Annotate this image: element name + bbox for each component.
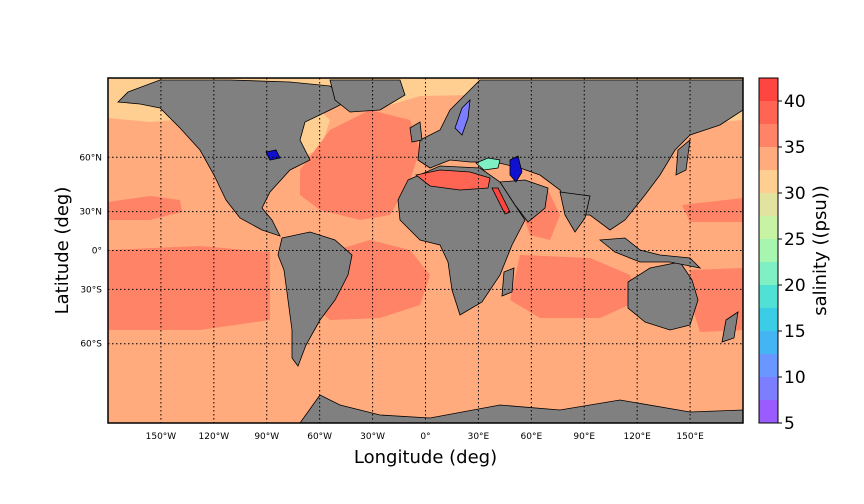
colorbar-tick-label: 25: [784, 230, 806, 250]
antarctica: [299, 394, 743, 423]
colorbar-segment: [759, 262, 778, 285]
map-frame: [107, 77, 744, 424]
x-axis-label: Longitude (deg): [354, 447, 497, 468]
longitude-tick-label: 0°: [420, 432, 430, 442]
colorbar-segment: [759, 101, 778, 124]
land-masses: [117, 79, 743, 423]
colorbar-segment: [759, 216, 778, 239]
longitude-tick-label: 150°E: [676, 432, 704, 442]
maritime-continent: [598, 237, 702, 269]
enclosed-seas: [265, 98, 523, 215]
colorbar-tick-label: 15: [784, 322, 806, 342]
caspian-sea: [509, 155, 523, 183]
salty-south-pacific-gyre: [108, 246, 270, 330]
uk: [409, 121, 423, 143]
longitude-tick-label: 120°W: [199, 432, 230, 442]
latitude-tick-label: 30°N: [79, 208, 102, 218]
colorbar-tick-labels: 5 10 15 20 25 30 35 40: [778, 92, 806, 434]
black-sea: [475, 157, 501, 171]
longitude-tick-label: 150°W: [146, 432, 177, 442]
colorbar-tick-label: 35: [784, 138, 806, 158]
salty-north-pacific-patch: [108, 196, 182, 220]
colorbar-segment: [759, 331, 778, 354]
colorbar-segment: [759, 147, 778, 170]
longitude-tick-label: 30°E: [468, 432, 490, 442]
salty-north-atlantic-gyre: [300, 110, 420, 220]
colorbar-frame: [758, 77, 779, 424]
longitude-tick-label: 60°E: [521, 432, 543, 442]
latitude-tick-label: 0°: [92, 247, 102, 257]
latitude-tick-label: 60°S: [80, 340, 102, 350]
colorbar-tick-label: 5: [784, 414, 795, 434]
latitude-tick-labels: 60°N 30°N 0° 30°S 60°S: [79, 153, 102, 349]
colorbar-segment: [759, 285, 778, 308]
colorbar: [759, 78, 778, 423]
longitude-tick-label: 30°W: [360, 432, 385, 442]
colorbar-tick-label: 10: [784, 368, 806, 388]
new-zealand: [721, 311, 739, 343]
longitude-tick-label: 120°E: [623, 432, 651, 442]
colorbar-segment: [759, 170, 778, 193]
latitude-tick-label: 30°S: [80, 285, 102, 295]
longitude-tick-label: 60°W: [307, 432, 332, 442]
colorbar-label: salinity ((psu)): [810, 185, 831, 316]
africa: [397, 165, 526, 316]
longitude-tick-labels: 150°W 120°W 90°W 60°W 30°W 0° 30°E 60°E 90°E 120°…: [146, 432, 704, 442]
salty-tasman: [690, 268, 743, 332]
australia: [627, 261, 699, 331]
madagascar: [501, 267, 515, 297]
greenland: [329, 79, 406, 113]
south-america: [277, 231, 353, 367]
colorbar-tick-label: 30: [784, 184, 806, 204]
mediterranean-sea: [415, 169, 491, 191]
colorbar-segment: [759, 78, 778, 101]
colorbar-segment: [759, 354, 778, 377]
red-sea: [491, 187, 511, 215]
baltic-sea: [454, 98, 471, 136]
colorbar-segment: [759, 193, 778, 216]
colorbar-segment: [759, 400, 778, 423]
salty-indian-gyre: [510, 255, 640, 318]
y-axis-label: Latitude (deg): [52, 187, 73, 315]
colorbar-segment: [759, 308, 778, 331]
longitude-tick-label: 90°E: [573, 432, 595, 442]
colorbar-tick-label: 20: [784, 276, 806, 296]
graticule-lines: [108, 78, 743, 423]
colorbar-segment: [759, 239, 778, 262]
north-america: [117, 79, 351, 237]
longitude-tick-label: 90°W: [254, 432, 279, 442]
colorbar-segment: [759, 377, 778, 400]
japan: [675, 139, 691, 176]
colorbar-segment: [759, 124, 778, 147]
latitude-tick-label: 60°N: [79, 153, 102, 163]
colorbar-tick-label: 40: [784, 92, 806, 112]
salty-west-pacific-patch: [682, 198, 743, 222]
